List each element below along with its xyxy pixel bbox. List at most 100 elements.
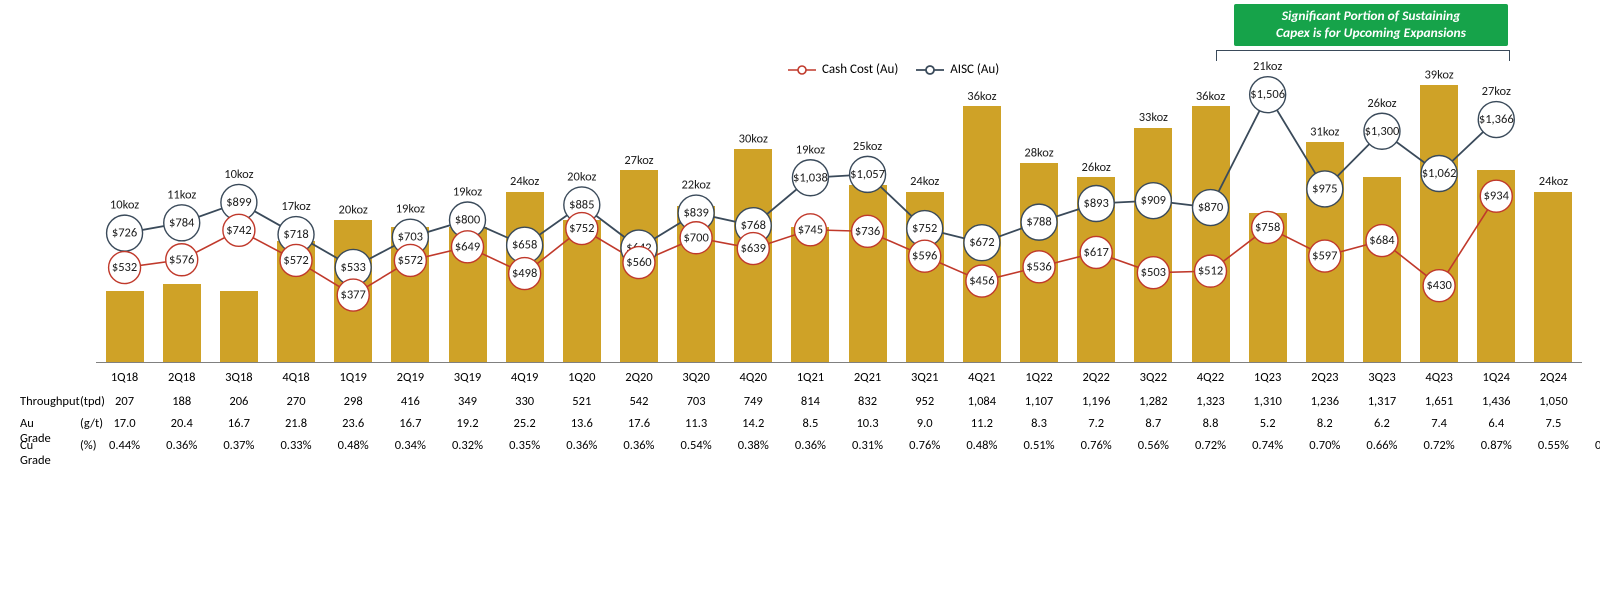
series-value-label: $572 — [398, 253, 423, 268]
series-value-label: $909 — [1141, 193, 1166, 208]
x-category: 2Q21 — [854, 370, 881, 385]
table-cell: 1,236 — [1311, 394, 1339, 409]
table-cell: 270 — [287, 394, 306, 409]
table-cell: 0.51% — [1023, 438, 1054, 453]
series-value-label: $512 — [1198, 264, 1223, 279]
series-value-label: $1,366 — [1479, 112, 1514, 127]
x-category: 4Q22 — [1197, 370, 1224, 385]
table-cell: 8.2 — [1317, 416, 1333, 431]
x-category: 2Q22 — [1082, 370, 1109, 385]
series-value-label: $456 — [969, 274, 994, 289]
x-category: 3Q23 — [1368, 370, 1395, 385]
bar-value-label: 20koz — [567, 169, 596, 184]
table-cell: 0.35% — [509, 438, 540, 453]
table-cell: 749 — [744, 394, 763, 409]
bar-value-label: 39koz — [1424, 68, 1453, 83]
x-category: 3Q20 — [682, 370, 709, 385]
x-category: 2Q23 — [1311, 370, 1338, 385]
series-value-label: $503 — [1141, 265, 1166, 280]
table-cell: 0.38% — [738, 438, 769, 453]
table-cell: 0.31% — [852, 438, 883, 453]
series-value-label: $532 — [112, 260, 137, 275]
table-cell: 0.37% — [223, 438, 254, 453]
table-row-unit: (tpd) — [80, 394, 105, 409]
table-cell: 17.0 — [113, 416, 135, 431]
table-cell: 25.2 — [514, 416, 536, 431]
bar-value-label: 19koz — [453, 185, 482, 200]
bar-value-label: 33koz — [1139, 110, 1168, 125]
bar-value-label: 21koz — [1253, 59, 1282, 74]
x-category: 4Q23 — [1425, 370, 1452, 385]
series-value-label: $649 — [455, 239, 480, 254]
table-cell: 330 — [515, 394, 534, 409]
series-value-label: $870 — [1198, 200, 1224, 215]
table-cell: 19.2 — [456, 416, 478, 431]
bar-value-label: 24koz — [510, 174, 539, 189]
table-cell: 0.66% — [1366, 438, 1397, 453]
table-cell: 0.36% — [795, 438, 826, 453]
bar-value-label: 26koz — [1367, 96, 1396, 111]
table-cell: 10.3 — [856, 416, 878, 431]
series-value-label: $536 — [1026, 259, 1051, 274]
series-value-label: $726 — [112, 226, 137, 241]
x-category: 2Q24 — [1540, 370, 1567, 385]
series-value-label: $768 — [741, 218, 766, 233]
series-value-label: $498 — [512, 266, 537, 281]
x-category: 1Q22 — [1025, 370, 1052, 385]
table-row-unit: (%) — [80, 438, 97, 453]
x-category: 4Q19 — [511, 370, 538, 385]
series-value-label: $430 — [1426, 278, 1452, 293]
bar-value-label: 31koz — [1310, 124, 1339, 139]
x-category: 3Q22 — [1140, 370, 1167, 385]
table-cell: 0.72% — [1424, 438, 1455, 453]
bar-value-label: 20koz — [339, 203, 368, 218]
series-value-label: $899 — [226, 195, 251, 210]
series-value-label: $658 — [512, 238, 537, 253]
bar-value-label: 24koz — [1539, 174, 1568, 189]
table-cell: 0.56% — [1138, 438, 1169, 453]
table-cell: 0.33% — [280, 438, 311, 453]
table-cell: 703 — [687, 394, 706, 409]
series-value-label: $885 — [569, 197, 594, 212]
table-cell: 20.4 — [171, 416, 193, 431]
table-cell: 16.7 — [228, 416, 250, 431]
bar-value-label: 22koz — [681, 178, 710, 193]
x-category: 2Q19 — [397, 370, 424, 385]
table-cell: 832 — [858, 394, 877, 409]
table-cell: 416 — [401, 394, 420, 409]
bar-value-label: 11koz — [167, 187, 196, 202]
table-cell: 1,323 — [1196, 394, 1224, 409]
table-cell: 207 — [115, 394, 134, 409]
table-cell: 0.48% — [966, 438, 997, 453]
bar-value-label: 27koz — [624, 153, 653, 168]
series-value-label: $1,057 — [850, 167, 885, 182]
series-value-label: $975 — [1312, 181, 1337, 196]
table-cell: 16.7 — [399, 416, 421, 431]
table-cell: 17.6 — [628, 416, 650, 431]
table-cell: 13.6 — [571, 416, 593, 431]
table-cell: 5.2 — [1260, 416, 1276, 431]
series-value-label: $700 — [683, 230, 709, 245]
series-value-label: $718 — [283, 227, 308, 242]
table-cell: 8.8 — [1203, 416, 1219, 431]
x-category: 1Q19 — [339, 370, 366, 385]
table-cell: 952 — [915, 394, 934, 409]
table-cell: 0.36% — [623, 438, 654, 453]
table-cell: 6.2 — [1374, 416, 1390, 431]
table-cell: 542 — [629, 394, 648, 409]
bar-value-label: 27koz — [1482, 84, 1511, 99]
series-value-label: $893 — [1084, 196, 1109, 211]
table-cell: 0.44% — [109, 438, 140, 453]
table-cell: 0.72% — [1195, 438, 1226, 453]
bar-value-label: 28koz — [1024, 146, 1053, 161]
bar-value-label: 36koz — [1196, 89, 1225, 104]
table-cell: 0.55% — [1538, 438, 1569, 453]
bar-value-label: 10koz — [110, 198, 139, 213]
bar-value-label: 19koz — [396, 202, 425, 217]
table-cell: 1,084 — [968, 394, 996, 409]
x-category: 4Q18 — [282, 370, 309, 385]
table-cell: 8.7 — [1145, 416, 1161, 431]
table-cell: 7.4 — [1431, 416, 1447, 431]
table-cell: 7.5 — [1546, 416, 1562, 431]
x-category: 1Q21 — [797, 370, 824, 385]
